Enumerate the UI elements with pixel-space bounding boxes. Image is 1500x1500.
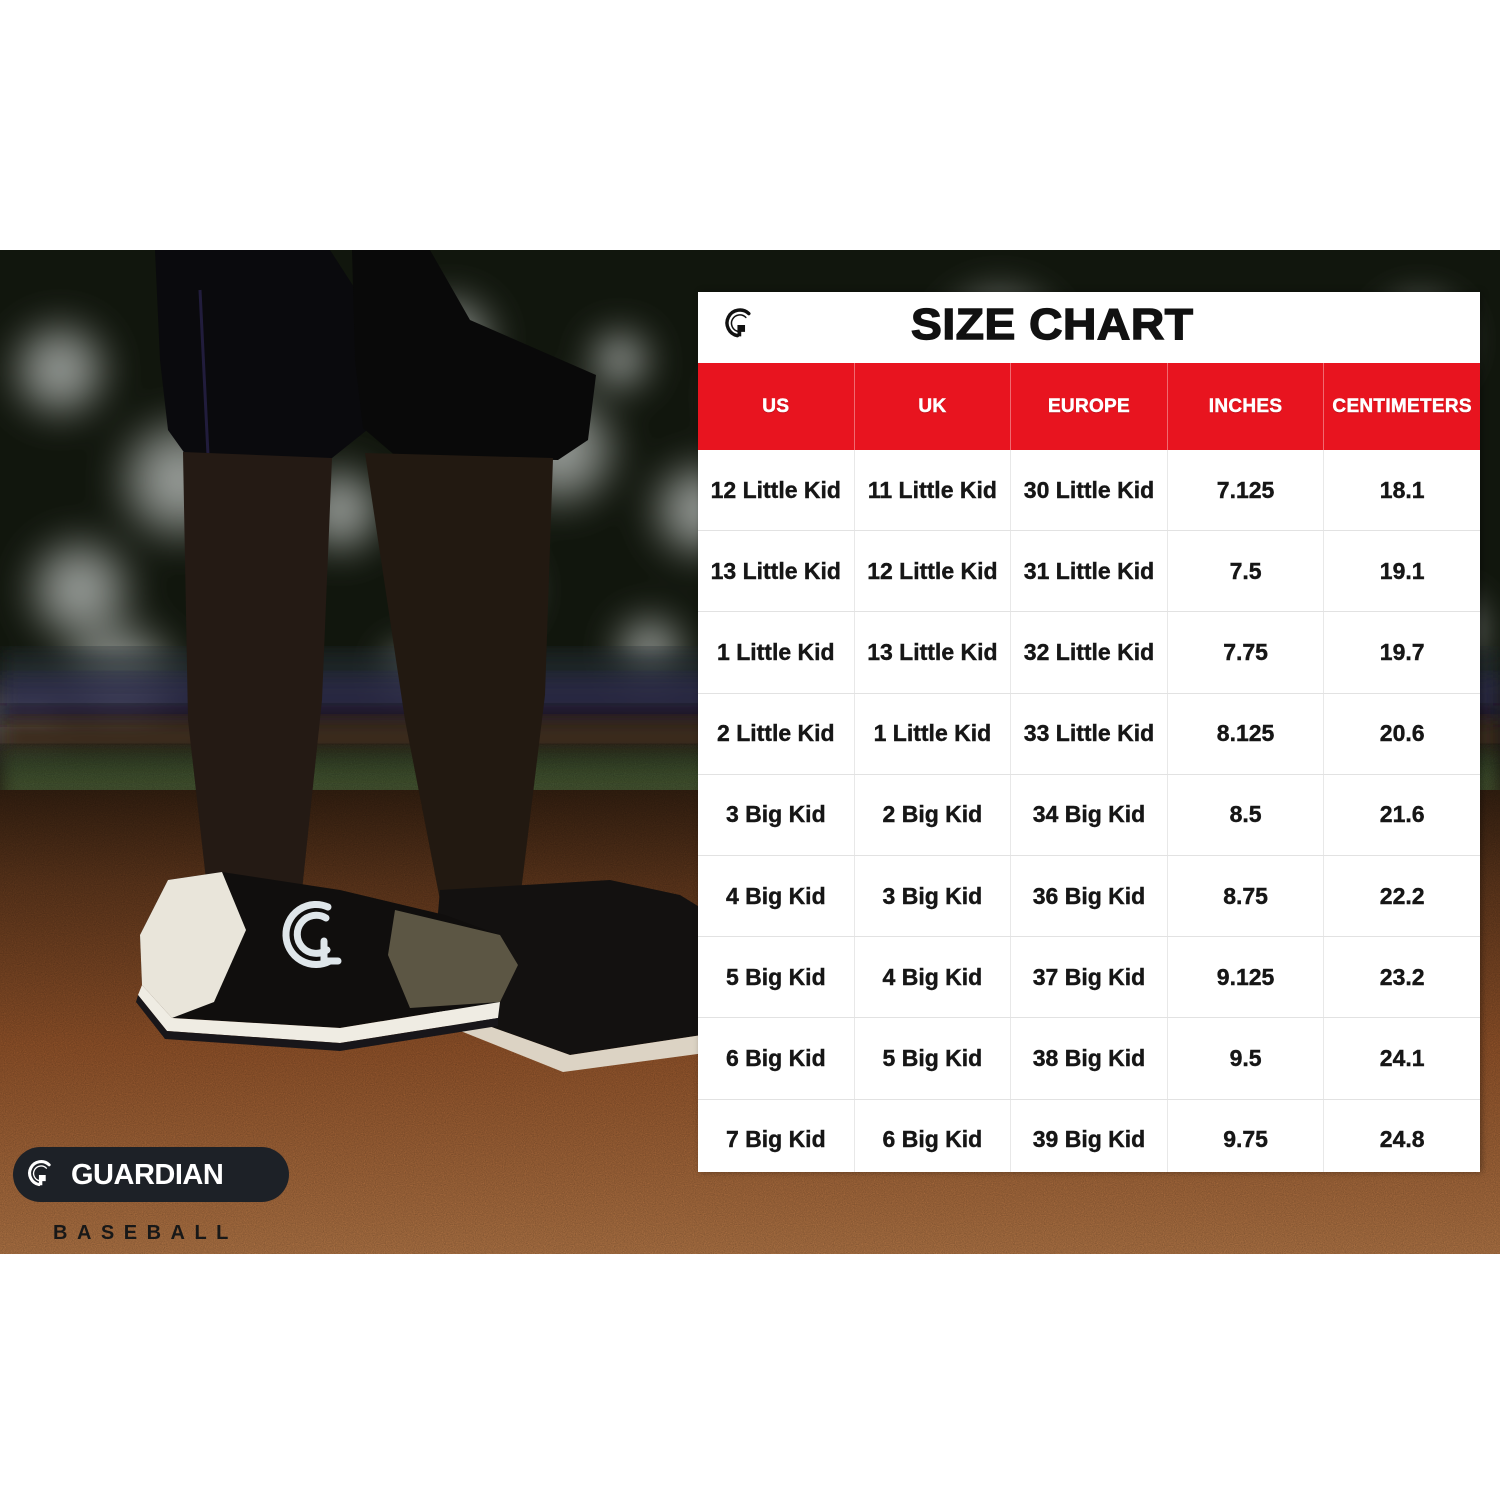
svg-text:GUARDIAN: GUARDIAN [71,1159,223,1191]
svg-text:BASEBALL: BASEBALL [53,1222,238,1244]
